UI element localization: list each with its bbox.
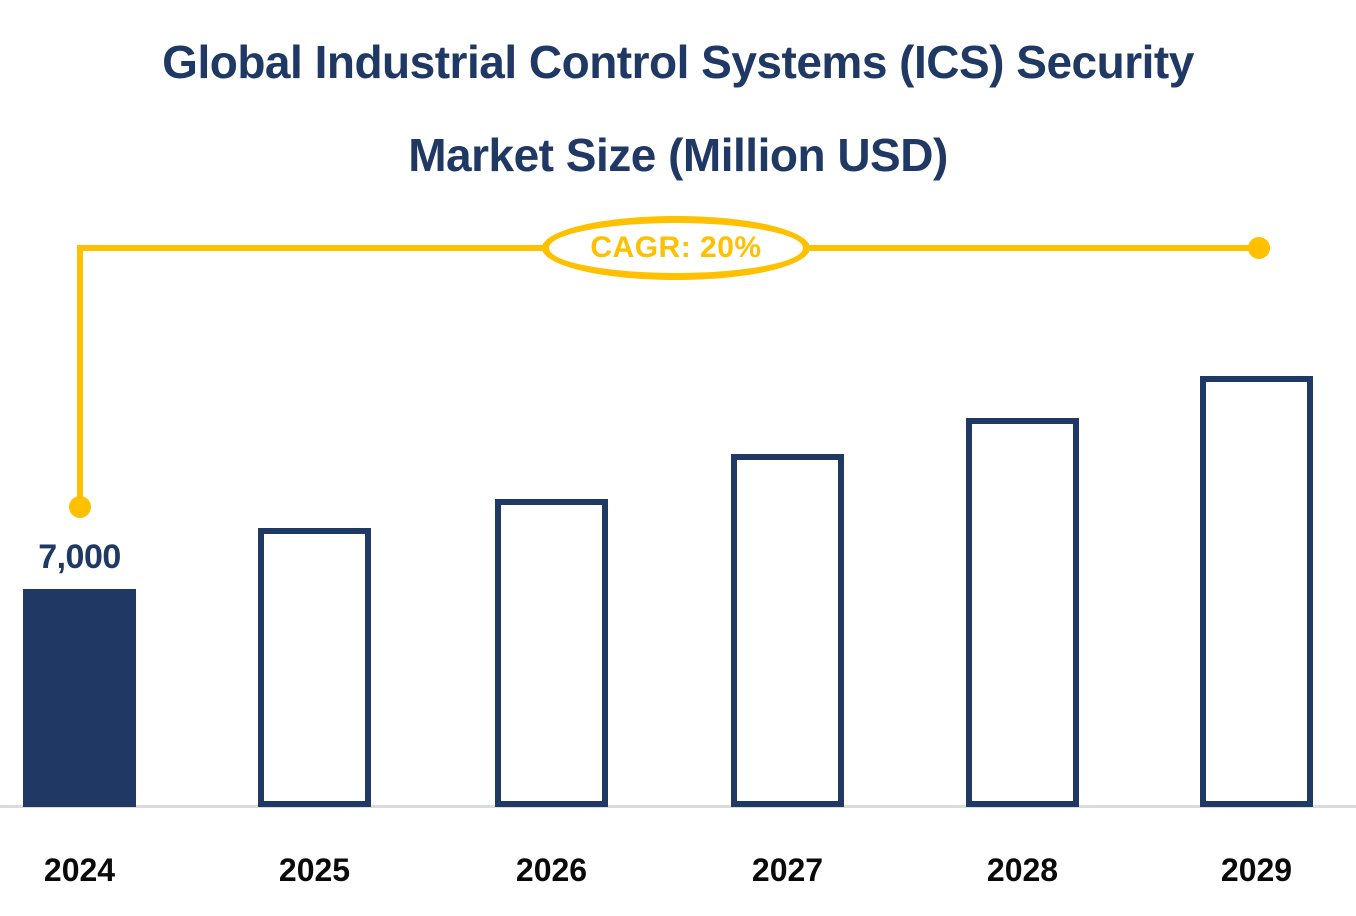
chart-title-line-2: Market Size (Million USD) [408, 129, 948, 181]
chart-title: Global Industrial Control Systems (ICS) … [0, 16, 1356, 202]
bar-value-label-2024: 7,000 [38, 538, 121, 576]
bar-2025 [258, 528, 371, 807]
x-axis-label-2029: 2029 [1220, 852, 1293, 888]
x-axis-label-2024: 2024 [43, 852, 116, 888]
bar-2027 [731, 454, 844, 807]
bar-slot-2025 [258, 528, 371, 807]
x-axis-label-2026: 2026 [515, 852, 588, 888]
x-axis-line [0, 805, 1356, 808]
bar-2029 [1200, 376, 1313, 807]
x-axis-label-2025: 2025 [278, 852, 351, 888]
bar-2024 [23, 589, 136, 807]
cagr-connector-dot-left [69, 496, 91, 518]
cagr-connector-dot-right [1248, 237, 1270, 259]
chart-title-line-1: Global Industrial Control Systems (ICS) … [162, 36, 1194, 88]
bar-slot-2024: 7,000 [23, 538, 136, 807]
cagr-connector-vertical-line [77, 245, 83, 505]
cagr-badge: CAGR: 20% [542, 216, 810, 280]
bar-slot-2026 [495, 499, 608, 807]
bar-slot-2028 [966, 418, 1079, 807]
bar-2026 [495, 499, 608, 807]
bar-slot-2029 [1200, 376, 1313, 807]
x-axis-label-2027: 2027 [751, 852, 824, 888]
cagr-badge-label: CAGR: 20% [590, 231, 762, 264]
bar-2028 [966, 418, 1079, 807]
bar-slot-2027 [731, 454, 844, 807]
x-axis-label-2028: 2028 [986, 852, 1059, 888]
